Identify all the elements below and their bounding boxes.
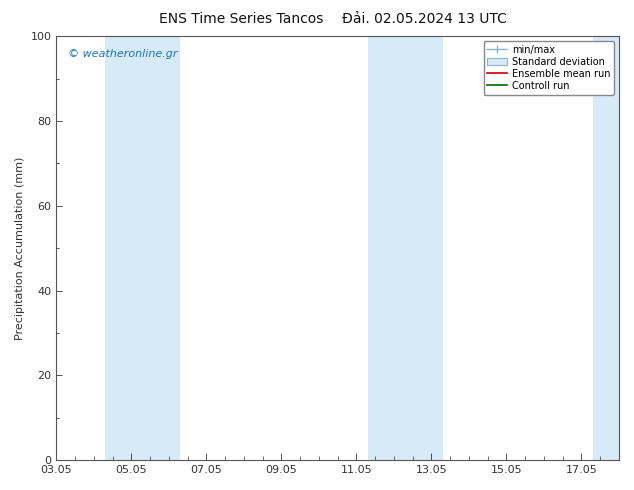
Y-axis label: Precipitation Accumulation (mm): Precipitation Accumulation (mm) [15,156,25,340]
Bar [593,36,626,460]
Legend: min/max, Standard deviation, Ensemble mean run, Controll run: min/max, Standard deviation, Ensemble me… [484,41,614,95]
Text: © weatheronline.gr: © weatheronline.gr [68,49,177,59]
Text: Đải. 02.05.2024 13 UTC: Đải. 02.05.2024 13 UTC [342,12,507,26]
Text: ENS Time Series Tancos: ENS Time Series Tancos [158,12,323,26]
Bar [105,36,180,460]
Bar [368,36,443,460]
